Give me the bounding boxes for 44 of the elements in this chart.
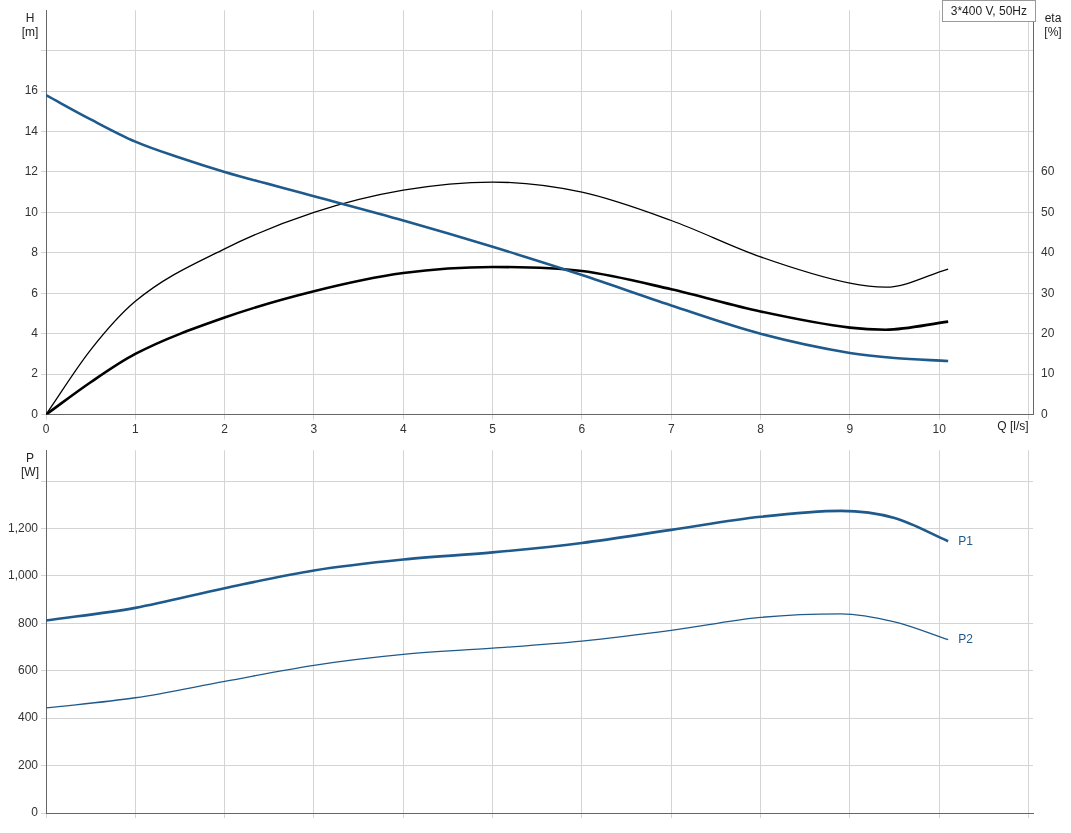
y-tick-label: 200 (17, 757, 39, 772)
y-tick-label: 16 (24, 83, 39, 98)
y2-tick-label: 0 (1041, 406, 1048, 421)
x-tick-label: 5 (489, 422, 497, 437)
series-label: P1 (958, 533, 974, 548)
y-tick-label: 2 (31, 366, 39, 381)
x-tick-label: 0 (42, 422, 50, 437)
y-tick-label: 6 (31, 285, 39, 300)
y2-tick-label: 10 (1041, 366, 1055, 381)
y-tick-label: 800 (17, 615, 39, 630)
y2-tick-label: 30 (1041, 285, 1055, 300)
annotation: 3*400 V, 50Hz (941, 0, 1036, 22)
y2-tick-label: 60 (1041, 164, 1055, 179)
y-tick-label: 0 (31, 406, 39, 421)
x-tick-label: 2 (221, 422, 229, 437)
y-tick-label: 400 (17, 710, 39, 725)
y2-tick-label: 20 (1041, 326, 1055, 341)
series-label: P2 (958, 631, 974, 646)
line-series (46, 509, 950, 622)
x-axis-title: Q [l/s] (997, 418, 1029, 433)
line-series (46, 93, 950, 363)
y-axis-title: P [W] (21, 450, 39, 479)
x-tick-label: 10 (932, 422, 947, 437)
x-tick-label: 4 (399, 422, 407, 437)
y-tick-label: 12 (24, 164, 39, 179)
y2-tick-label: 40 (1041, 245, 1055, 260)
y2-axis-title: eta [%] (1044, 10, 1062, 39)
y-tick-label: 14 (24, 123, 39, 138)
line-series (46, 613, 949, 709)
y-tick-label: 1,200 (7, 520, 39, 535)
y-tick-label: 4 (31, 326, 39, 341)
y-tick-label: 8 (31, 245, 39, 260)
x-tick-label: 6 (578, 422, 586, 437)
x-tick-label: 8 (757, 422, 765, 437)
y-tick-label: 1,000 (7, 568, 39, 583)
y-tick-label: 600 (17, 663, 39, 678)
y-tick-label: 0 (31, 805, 39, 820)
x-tick-label: 3 (310, 422, 318, 437)
x-tick-label: 1 (131, 422, 139, 437)
y2-tick-label: 50 (1041, 204, 1055, 219)
y-axis-title: H [m] (21, 10, 39, 39)
x-tick-label: 9 (846, 422, 854, 437)
y-tick-label: 10 (24, 204, 39, 219)
x-tick-label: 7 (667, 422, 675, 437)
